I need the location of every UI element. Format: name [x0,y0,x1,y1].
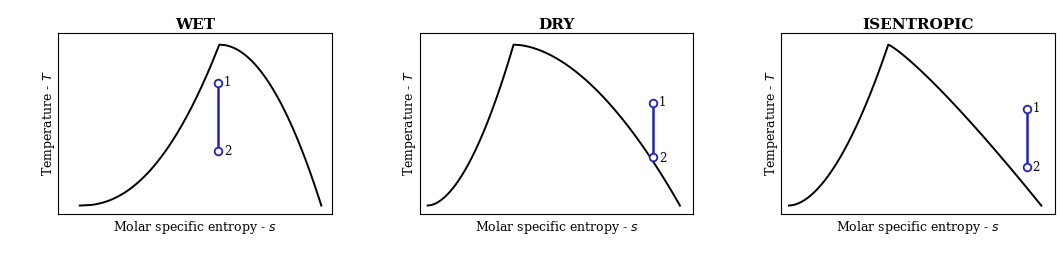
Text: 1: 1 [1032,102,1040,115]
X-axis label: Molar specific entropy - $\mathit{s}$: Molar specific entropy - $\mathit{s}$ [475,219,638,236]
Y-axis label: Temperature - $\mathit{T}$: Temperature - $\mathit{T}$ [40,71,57,176]
Text: 1: 1 [224,76,231,89]
Text: 1: 1 [659,96,667,109]
Text: 2: 2 [659,152,667,164]
Title: ISENTROPIC: ISENTROPIC [862,18,973,32]
X-axis label: Molar specific entropy - $\mathit{s}$: Molar specific entropy - $\mathit{s}$ [113,219,277,236]
Text: 2: 2 [224,145,231,158]
Y-axis label: Temperature - $\mathit{T}$: Temperature - $\mathit{T}$ [402,71,419,176]
Title: DRY: DRY [538,18,575,32]
Text: 2: 2 [1032,161,1040,174]
Title: WET: WET [175,18,215,32]
X-axis label: Molar specific entropy - $\mathit{s}$: Molar specific entropy - $\mathit{s}$ [836,219,1000,236]
Y-axis label: Temperature - $\mathit{T}$: Temperature - $\mathit{T}$ [762,71,779,176]
